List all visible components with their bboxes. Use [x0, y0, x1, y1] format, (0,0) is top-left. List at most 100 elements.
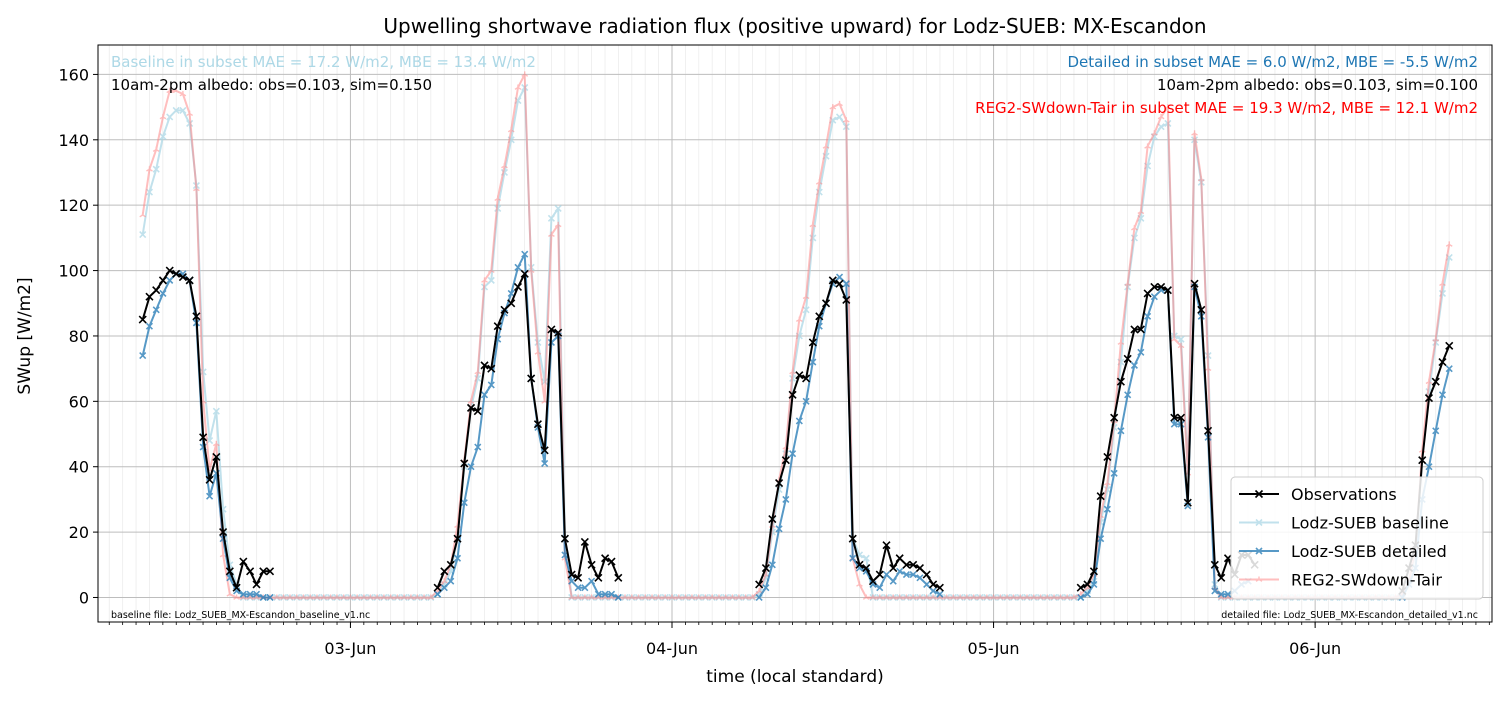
data-point	[641, 594, 649, 600]
legend-swatch-reg2-swdown-tair	[1239, 576, 1279, 582]
data-point	[789, 450, 797, 458]
data-point	[1150, 282, 1159, 291]
data-point	[1077, 593, 1085, 602]
data-point	[936, 590, 944, 598]
data-point	[1157, 113, 1165, 120]
data-point	[226, 591, 234, 597]
data-point	[568, 577, 576, 585]
data-point	[172, 269, 181, 278]
data-point	[856, 581, 863, 587]
data-point	[1217, 590, 1225, 598]
data-point	[768, 561, 776, 569]
data-point	[246, 590, 254, 598]
data-point	[929, 580, 938, 589]
data-point	[594, 573, 603, 582]
data-point	[835, 279, 844, 288]
data-point	[313, 594, 321, 600]
data-point	[172, 87, 180, 94]
data-point	[193, 185, 200, 192]
data-point	[916, 574, 924, 582]
data-point	[387, 594, 394, 600]
data-point	[1043, 594, 1051, 600]
data-point	[373, 594, 381, 600]
data-point	[353, 594, 361, 600]
data-point	[802, 293, 810, 300]
data-point	[1438, 358, 1447, 367]
data-point	[869, 594, 877, 600]
data-point	[434, 590, 442, 598]
data-point	[265, 567, 275, 576]
data-point	[1438, 391, 1447, 399]
data-point	[212, 440, 220, 447]
series-line	[436, 272, 620, 589]
data-point	[1016, 594, 1024, 600]
data-point	[494, 195, 502, 202]
data-point	[487, 267, 495, 273]
legend-label: Lodz-SUEB baseline	[1291, 514, 1449, 533]
data-point	[1224, 590, 1232, 598]
data-point	[970, 594, 977, 600]
data-point	[795, 371, 804, 380]
data-point	[1183, 498, 1192, 507]
y-tick-label: 160	[58, 65, 89, 84]
data-point	[513, 282, 523, 291]
data-point	[467, 398, 475, 404]
data-point	[761, 563, 770, 573]
y-tick-label: 80	[69, 327, 89, 346]
data-point	[1097, 535, 1105, 543]
data-point	[206, 492, 214, 500]
data-point	[286, 594, 294, 600]
baseline-albedo-annotation: 10am-2pm albedo: obs=0.103, sim=0.150	[111, 76, 432, 94]
data-point	[682, 594, 689, 600]
data-point	[1117, 427, 1125, 435]
data-point	[533, 420, 542, 429]
detailed-file-annotation: detailed file: Lodz_SUEB_MX-Escandon_det…	[1221, 610, 1478, 621]
data-point	[1445, 241, 1453, 247]
data-point	[547, 214, 555, 222]
data-point	[266, 593, 274, 602]
data-point	[836, 100, 843, 107]
data-point	[427, 594, 435, 600]
data-point	[1144, 312, 1152, 320]
data-point	[320, 594, 328, 600]
data-point	[889, 577, 897, 585]
data-point	[1137, 208, 1145, 215]
data-point	[139, 211, 147, 218]
data-point	[1164, 104, 1172, 110]
y-tick-label: 100	[58, 262, 89, 281]
data-point	[474, 368, 482, 375]
data-point	[480, 391, 489, 399]
legend-marker	[1254, 489, 1264, 499]
data-point	[199, 433, 208, 442]
data-point	[1124, 280, 1132, 287]
data-point	[828, 276, 837, 285]
data-point	[347, 594, 354, 600]
data-point	[755, 593, 763, 602]
data-point	[842, 117, 850, 123]
data-point	[668, 594, 676, 600]
data-point	[340, 594, 348, 600]
data-point	[152, 306, 160, 314]
data-point	[876, 594, 884, 600]
data-point	[1445, 341, 1454, 350]
data-point	[1170, 336, 1178, 342]
data-point	[514, 84, 522, 90]
data-point	[1003, 594, 1011, 600]
data-point	[521, 71, 529, 77]
data-point	[1076, 583, 1085, 592]
data-point	[923, 580, 931, 588]
data-point	[554, 204, 562, 213]
data-point	[935, 583, 944, 592]
data-point	[560, 534, 569, 543]
data-point	[568, 594, 576, 600]
data-point	[500, 305, 509, 314]
data-point	[548, 231, 555, 238]
legend-marker	[1255, 518, 1263, 527]
data-point	[453, 554, 462, 562]
data-point	[179, 91, 187, 97]
data-point	[809, 221, 817, 228]
data-point	[225, 567, 234, 576]
data-point	[903, 594, 910, 600]
data-point	[1176, 413, 1186, 422]
data-point	[889, 563, 898, 573]
